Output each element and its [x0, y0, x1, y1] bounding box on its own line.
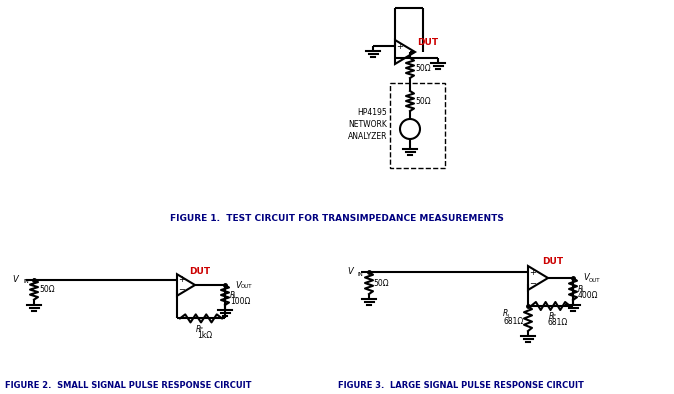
Text: R: R: [230, 290, 235, 299]
Text: FIGURE 3.  LARGE SIGNAL PULSE RESPONSE CIRCUIT: FIGURE 3. LARGE SIGNAL PULSE RESPONSE CI…: [338, 381, 584, 390]
Text: V: V: [583, 273, 589, 282]
Text: +: +: [178, 275, 185, 284]
Text: 50Ω: 50Ω: [415, 97, 431, 106]
Text: FIGURE 1.  TEST CIRCUIT FOR TRANSIMPEDANCE MEASUREMENTS: FIGURE 1. TEST CIRCUIT FOR TRANSIMPEDANC…: [170, 214, 504, 223]
Text: FIGURE 2.  SMALL SIGNAL PULSE RESPONSE CIRCUIT: FIGURE 2. SMALL SIGNAL PULSE RESPONSE CI…: [5, 381, 251, 390]
Text: 1kΩ: 1kΩ: [197, 331, 212, 340]
Text: DUT: DUT: [417, 37, 438, 46]
Text: I: I: [507, 314, 509, 318]
Text: DUT: DUT: [542, 256, 563, 266]
Text: F: F: [200, 327, 203, 333]
Text: 400Ω: 400Ω: [578, 292, 599, 301]
Text: DUT: DUT: [189, 267, 211, 276]
Text: 100Ω: 100Ω: [230, 297, 250, 307]
Text: 50Ω: 50Ω: [373, 279, 389, 288]
Text: R: R: [503, 310, 508, 318]
Text: L: L: [582, 288, 585, 294]
Text: IN: IN: [358, 271, 364, 277]
Text: +: +: [396, 42, 404, 51]
Text: OUT: OUT: [589, 277, 601, 282]
Text: V: V: [235, 281, 241, 290]
Text: +: +: [530, 268, 537, 277]
Text: R: R: [196, 325, 202, 335]
Text: IN: IN: [23, 279, 29, 284]
Text: −: −: [396, 53, 404, 62]
Text: HP4195
NETWORK
ANALYZER: HP4195 NETWORK ANALYZER: [348, 108, 387, 141]
Text: R: R: [549, 312, 554, 321]
Bar: [390, 83, 445, 168]
Text: −: −: [530, 279, 537, 288]
Text: OUT: OUT: [241, 284, 253, 290]
Text: −: −: [178, 286, 185, 295]
Text: 50Ω: 50Ω: [39, 285, 55, 294]
Text: 681Ω: 681Ω: [547, 318, 568, 327]
Text: F: F: [553, 314, 555, 319]
Text: L: L: [234, 294, 237, 299]
Text: 681Ω: 681Ω: [503, 318, 523, 327]
Text: V: V: [12, 275, 18, 284]
Text: V: V: [347, 268, 353, 277]
Text: 50Ω: 50Ω: [415, 63, 431, 72]
Text: R: R: [578, 284, 583, 294]
